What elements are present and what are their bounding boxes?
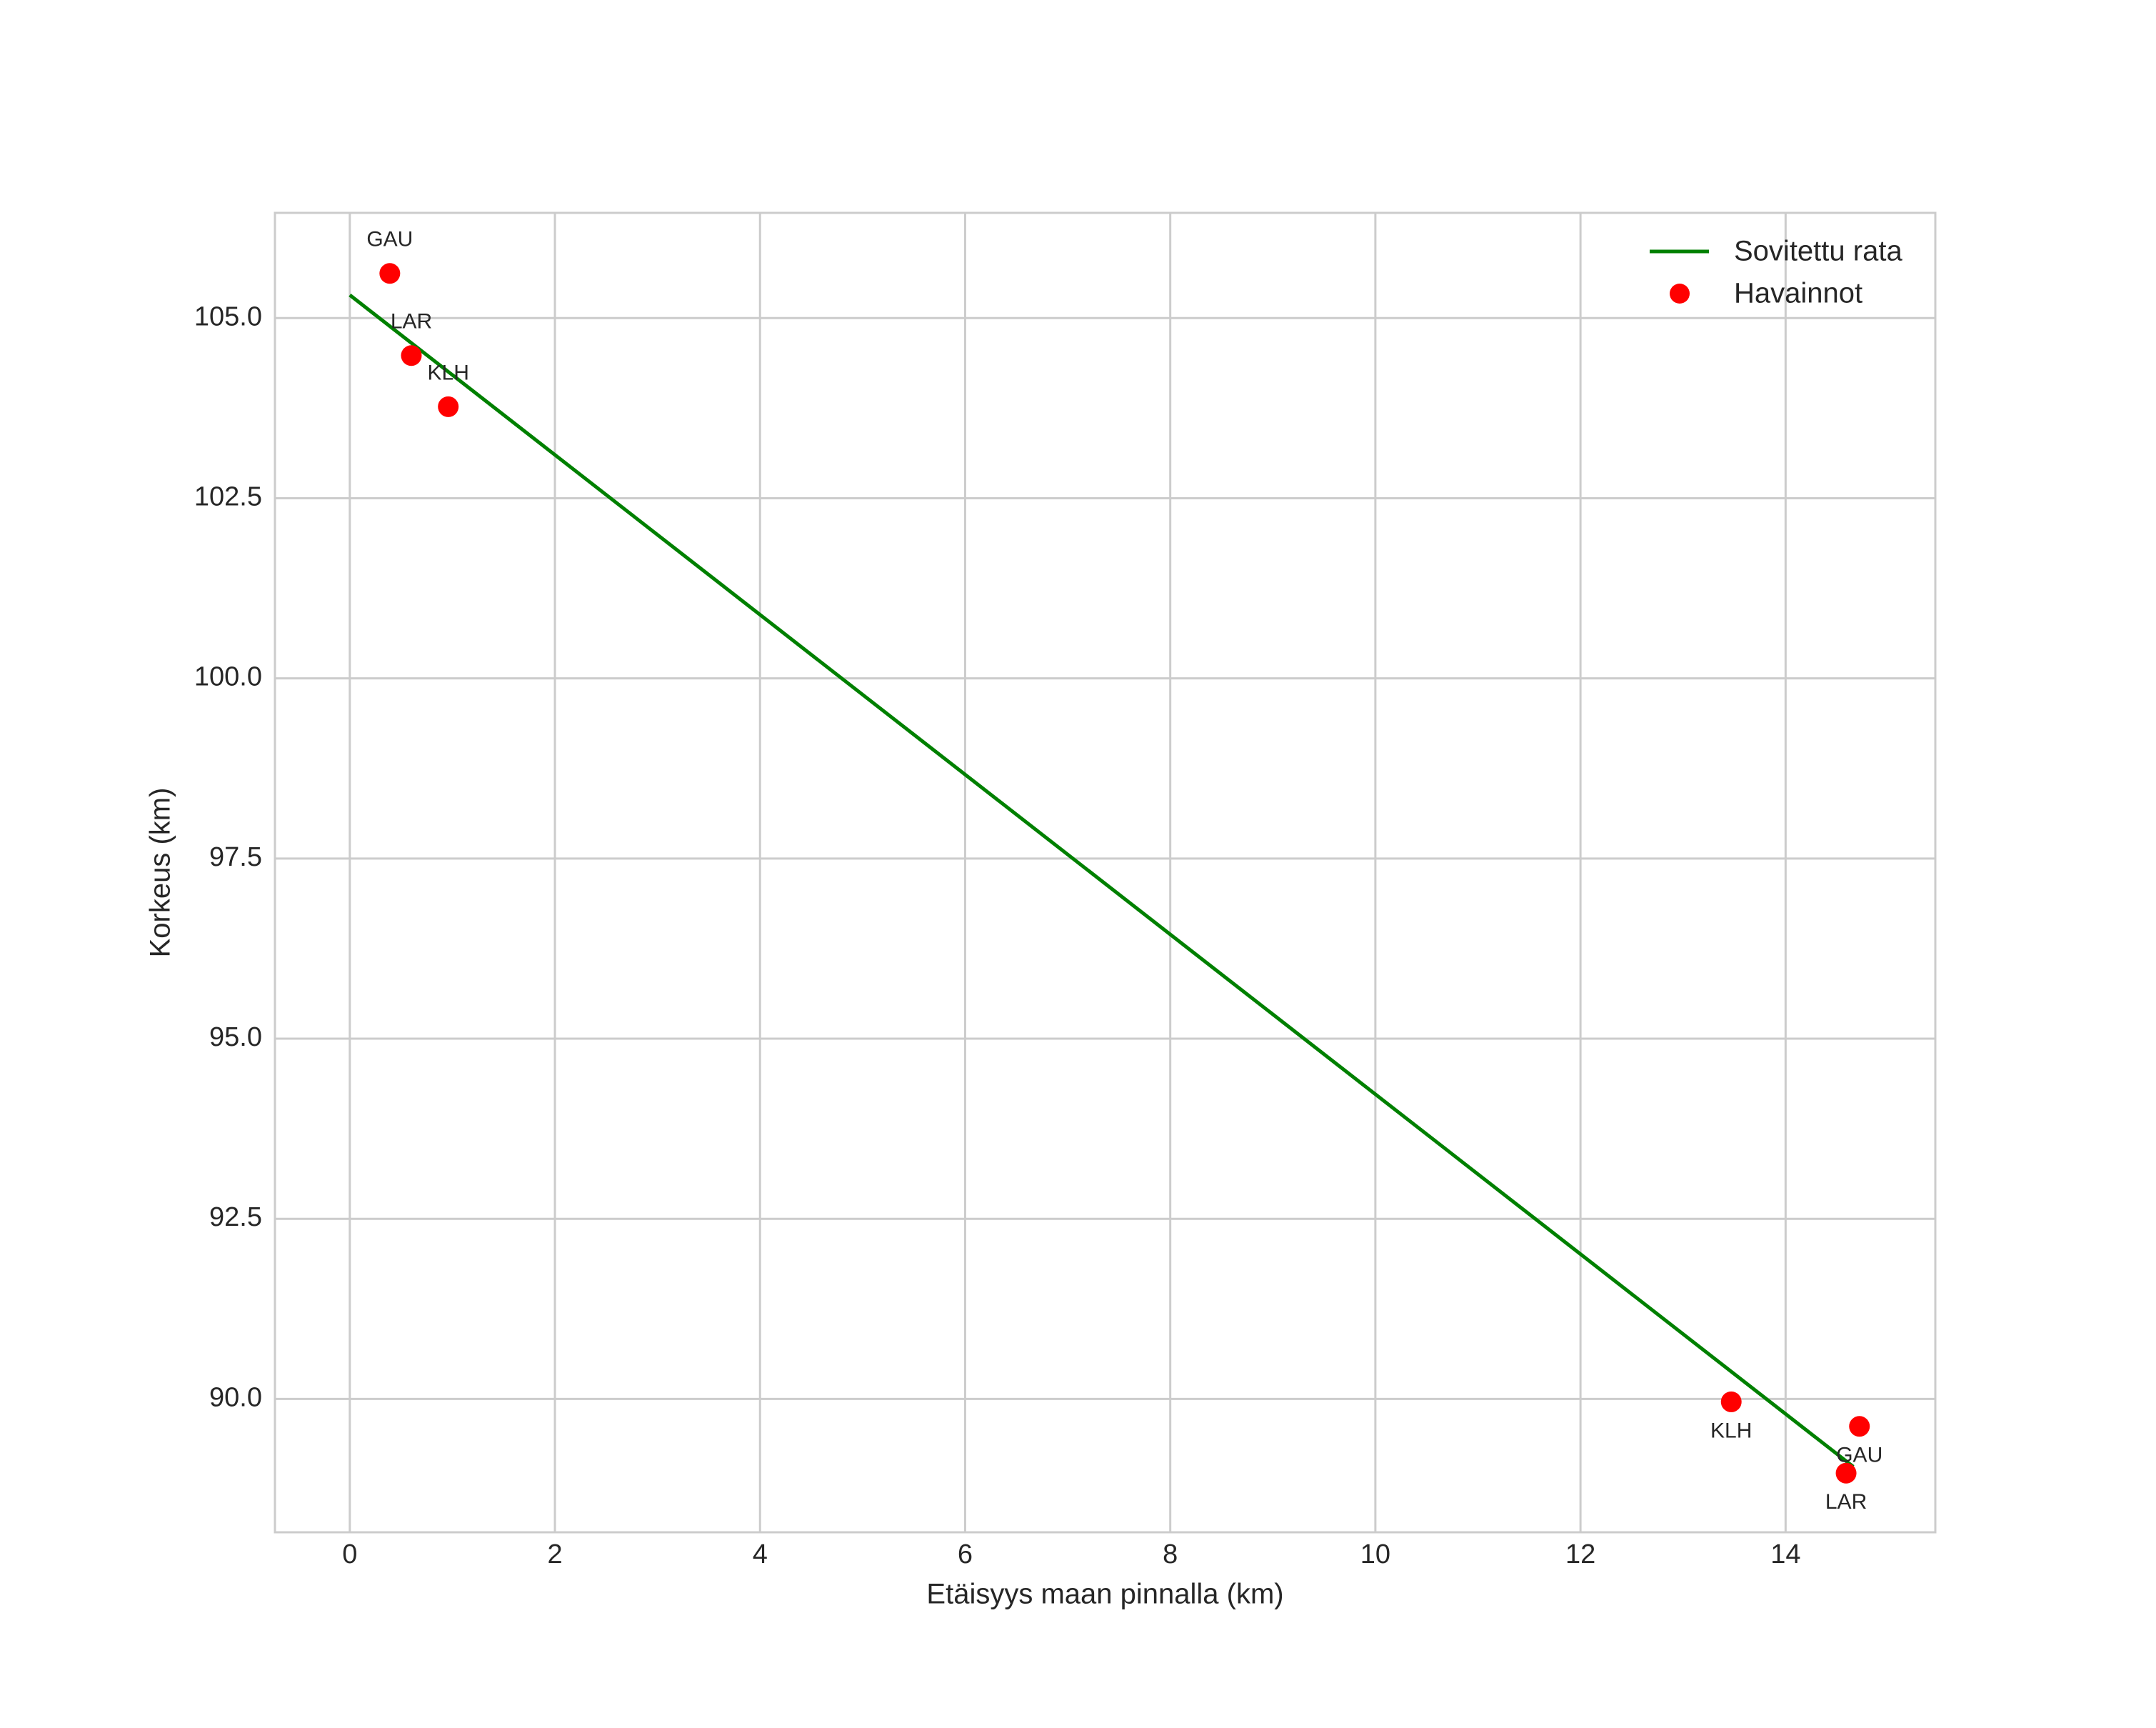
fitted-track-line [349, 294, 1855, 1469]
station-label: GAU [366, 228, 413, 251]
station-label: LAR [391, 310, 432, 334]
legend: Sovitettu rata Havainnot [1650, 236, 1902, 309]
legend-label-fitted-track: Sovitettu rata [1734, 236, 1902, 267]
station-label: KLH [1710, 1419, 1752, 1442]
station-label: LAR [1825, 1490, 1867, 1514]
y-axis-label: Korkeus (km) [145, 788, 176, 958]
x-tick-label: 6 [958, 1539, 973, 1569]
x-tick-label: 0 [342, 1539, 357, 1569]
x-tick-label: 10 [1360, 1539, 1390, 1569]
x-tick-label: 4 [753, 1539, 768, 1569]
observation-marker [401, 345, 422, 366]
observation-marker [379, 263, 401, 284]
y-tick-label: 105.0 [194, 301, 262, 331]
legend-marker-swatch [1670, 284, 1690, 304]
x-tick-label: 2 [547, 1539, 562, 1569]
y-tick-label: 97.5 [209, 842, 262, 872]
y-tick-label: 90.0 [209, 1382, 262, 1412]
x-axis-ticks: 0 2 4 6 8 10 12 14 [342, 1539, 1800, 1569]
observation-marker [438, 396, 459, 417]
x-tick-label: 8 [1163, 1539, 1178, 1569]
legend-label-observations: Havainnot [1734, 278, 1862, 309]
x-tick-label: 14 [1770, 1539, 1800, 1569]
y-tick-label: 102.5 [194, 481, 262, 511]
x-tick-label: 12 [1565, 1539, 1595, 1569]
x-axis-label: Etäisyys maan pinnalla (km) [926, 1579, 1283, 1610]
y-tick-label: 92.5 [209, 1202, 262, 1232]
y-axis-ticks: 90.0 92.5 95.0 97.5 100.0 102.5 105.0 [194, 301, 262, 1412]
grid-lines [275, 213, 1935, 1532]
observation-marker [1849, 1416, 1870, 1437]
y-tick-label: 95.0 [209, 1022, 262, 1052]
y-tick-label: 100.0 [194, 662, 262, 692]
observation-marker [1720, 1391, 1742, 1412]
axes-frame [274, 211, 1937, 1534]
station-label: KLH [428, 361, 469, 384]
observation-marker [1835, 1462, 1857, 1484]
